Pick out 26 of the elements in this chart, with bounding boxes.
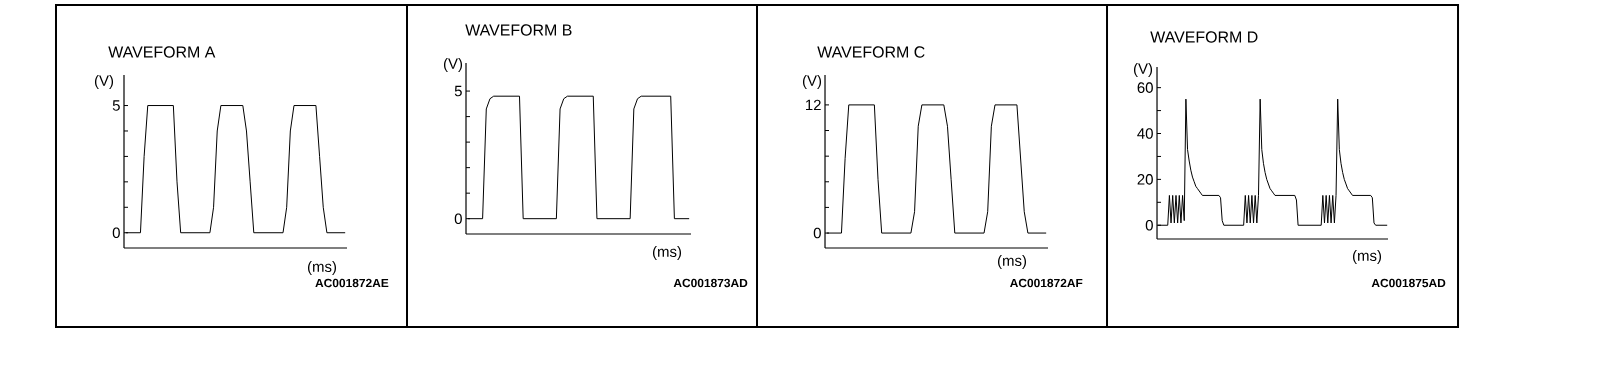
- y-tick-label: 20: [1137, 174, 1153, 185]
- y-axis-title: (V): [94, 75, 114, 89]
- y-tick-label: 0: [112, 227, 120, 239]
- x-axis-title: (ms): [652, 246, 682, 260]
- text: AC001872AF: [1010, 278, 1083, 288]
- y-axis-title: (V): [802, 75, 822, 89]
- y-tick-label: 60: [1137, 82, 1153, 93]
- chart-title: WAVEFORM A: [108, 46, 216, 58]
- y-axis-title: (V): [1133, 63, 1153, 77]
- x-axis-title: (ms): [1353, 250, 1382, 264]
- y-tick-label: 0: [1145, 219, 1153, 231]
- text: AC001875AD: [1371, 278, 1446, 288]
- text: AC001872AE: [315, 278, 389, 288]
- x-axis-title: (ms): [307, 261, 337, 275]
- y-tick-label: 0: [454, 213, 462, 224]
- y-tick-label: 40: [1137, 128, 1153, 139]
- x-axis-title: (ms): [998, 255, 1027, 269]
- y-tick-label: 5: [454, 85, 462, 97]
- y-axis-title: (V): [443, 58, 463, 72]
- y-tick-label: 5: [112, 100, 120, 111]
- y-tick-label: 12: [806, 99, 821, 111]
- text: AC001873AD: [673, 278, 748, 288]
- chart-title: WAVEFORM C: [817, 46, 925, 58]
- chart-title: WAVEFORM D: [1150, 31, 1258, 43]
- chart-title: WAVEFORM B: [465, 24, 572, 36]
- y-tick-label: 0: [813, 227, 821, 239]
